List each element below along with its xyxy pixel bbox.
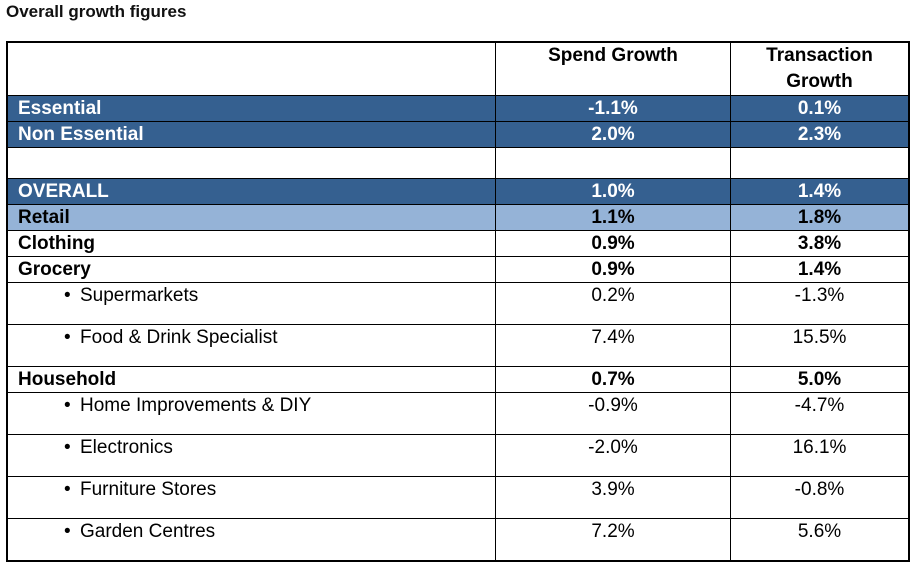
row-label (6, 147, 496, 179)
table-row: Electronics-2.0%16.1% (6, 434, 910, 477)
row-label: Clothing (6, 230, 496, 257)
transaction-growth-cell: 1.4% (730, 178, 910, 205)
transaction-growth-cell: -1.3% (730, 282, 910, 325)
growth-table: Spend Growth Transaction Growth Essentia… (6, 41, 910, 562)
transaction-growth-cell: 1.4% (730, 256, 910, 283)
spend-growth-cell: 7.2% (495, 518, 731, 562)
header-transaction-growth: Transaction Growth (730, 41, 910, 96)
row-label: Food & Drink Specialist (6, 324, 496, 367)
table-row: Grocery 0.9% 1.4% (6, 256, 910, 283)
spend-growth-cell: 7.4% (495, 324, 731, 367)
header-spend-growth: Spend Growth (495, 41, 731, 96)
spend-growth-cell: 0.9% (495, 256, 731, 283)
table-row: OVERALL 1.0% 1.4% (6, 178, 910, 205)
spend-growth-cell: 2.0% (495, 121, 731, 148)
transaction-growth-cell: 15.5% (730, 324, 910, 367)
row-label: Household (6, 366, 496, 393)
transaction-growth-cell: -4.7% (730, 392, 910, 435)
spend-growth-cell: 0.9% (495, 230, 731, 257)
transaction-growth-cell: 5.6% (730, 518, 910, 562)
row-label: Supermarkets (6, 282, 496, 325)
transaction-growth-cell: 2.3% (730, 121, 910, 148)
spend-growth-cell: 0.2% (495, 282, 731, 325)
spend-growth-cell: 0.7% (495, 366, 731, 393)
table-row: Retail 1.1% 1.8% (6, 204, 910, 231)
page-title: Overall growth figures (6, 2, 187, 21)
transaction-growth-cell (730, 147, 910, 179)
transaction-growth-cell: 1.8% (730, 204, 910, 231)
row-label: Electronics (6, 434, 496, 477)
table-row: Non Essential 2.0% 2.3% (6, 121, 910, 148)
row-label: OVERALL (6, 178, 496, 205)
spend-growth-cell: -1.1% (495, 95, 731, 122)
table-row (6, 147, 910, 179)
table-row: Essential -1.1% 0.1% (6, 95, 910, 122)
spend-growth-cell (495, 147, 731, 179)
row-label: Retail (6, 204, 496, 231)
row-label: Garden Centres (6, 518, 496, 562)
header-row: Spend Growth Transaction Growth (6, 41, 910, 96)
table-row: Clothing 0.9% 3.8% (6, 230, 910, 257)
row-label: Furniture Stores (6, 476, 496, 519)
spend-growth-cell: 1.0% (495, 178, 731, 205)
transaction-growth-cell: 16.1% (730, 434, 910, 477)
row-label: Non Essential (6, 121, 496, 148)
transaction-growth-cell: -0.8% (730, 476, 910, 519)
spend-growth-cell: 1.1% (495, 204, 731, 231)
header-label (6, 41, 496, 96)
spend-growth-cell: 3.9% (495, 476, 731, 519)
row-label: Grocery (6, 256, 496, 283)
transaction-growth-cell: 5.0% (730, 366, 910, 393)
spend-growth-cell: -0.9% (495, 392, 731, 435)
transaction-growth-cell: 0.1% (730, 95, 910, 122)
transaction-growth-cell: 3.8% (730, 230, 910, 257)
table-row: Home Improvements & DIY-0.9%-4.7% (6, 392, 910, 435)
spend-growth-cell: -2.0% (495, 434, 731, 477)
row-label: Home Improvements & DIY (6, 392, 496, 435)
row-label: Essential (6, 95, 496, 122)
table-row: Household 0.7% 5.0% (6, 366, 910, 393)
